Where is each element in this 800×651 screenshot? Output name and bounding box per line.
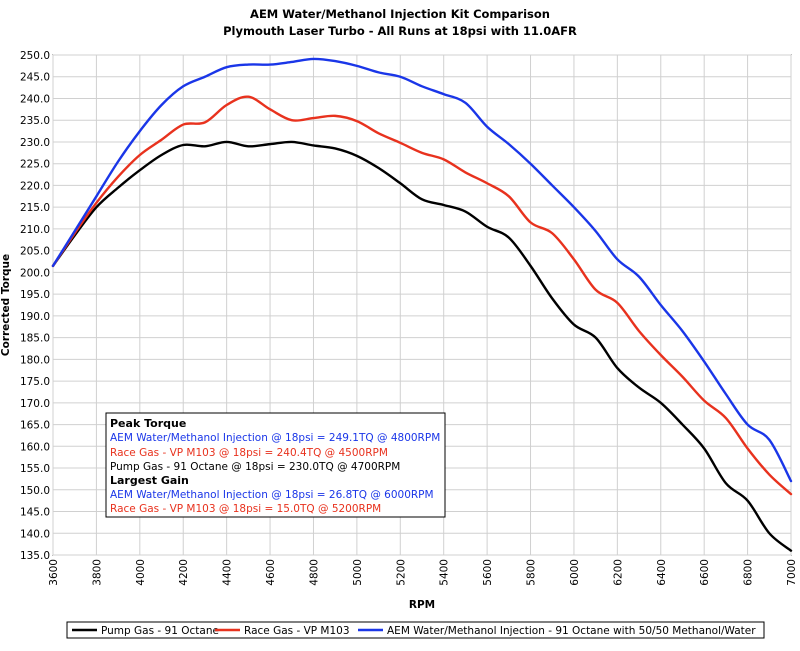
- grid-lines: [52, 54, 792, 556]
- gain-line-race: Race Gas - VP M103 @ 18psi = 15.0TQ @ 52…: [110, 503, 381, 515]
- y-tick-label: 230.0: [20, 137, 50, 149]
- legend-label-aem: AEM Water/Methanol Injection - 91 Octane…: [387, 625, 756, 637]
- peak-line-race: Race Gas - VP M103 @ 18psi = 240.4TQ @ 4…: [110, 447, 388, 459]
- x-tick-label: 4600: [265, 559, 277, 586]
- y-tick-label: 155.0: [20, 463, 50, 475]
- series-lines: [51, 57, 793, 552]
- peak-heading: Peak Torque: [110, 417, 186, 430]
- y-tick-label: 150.0: [20, 485, 50, 497]
- x-tick-label: 3800: [91, 559, 103, 586]
- x-tick-label: 4400: [222, 559, 234, 586]
- y-tick-label: 240.0: [20, 93, 50, 105]
- y-tick-label: 165.0: [20, 420, 50, 432]
- y-tick-label: 220.0: [20, 180, 50, 192]
- x-tick-label: 4800: [308, 559, 320, 586]
- y-tick-label: 195.0: [20, 289, 50, 301]
- x-tick-label: 6600: [699, 559, 711, 586]
- x-tick-label: 6400: [656, 559, 668, 586]
- y-tick-label: 135.0: [20, 550, 50, 562]
- x-tick-label: 5800: [526, 559, 538, 586]
- legend: Pump Gas - 91 Octane Race Gas - VP M103 …: [66, 621, 765, 639]
- legend-label-race: Race Gas - VP M103: [244, 625, 350, 637]
- y-tick-label: 185.0: [20, 333, 50, 345]
- x-tick-label: 5000: [352, 559, 364, 586]
- y-tick-label: 225.0: [20, 159, 50, 171]
- y-tick-label: 175.0: [20, 376, 50, 388]
- x-tick-label: 6800: [743, 559, 755, 586]
- series-line-race: [51, 95, 793, 496]
- y-axis-ticks: 135.0 140.0 145.0 150.0 155.0 160.0 165.0 170.0…: [20, 50, 50, 562]
- x-tick-label: 7000: [786, 559, 798, 586]
- y-tick-label: 250.0: [20, 50, 50, 62]
- x-tick-label: 4200: [178, 559, 190, 586]
- legend-label-pump: Pump Gas - 91 Octane: [101, 625, 219, 637]
- y-tick-label: 210.0: [20, 224, 50, 236]
- x-tick-label: 6200: [612, 559, 624, 586]
- y-tick-label: 140.0: [20, 528, 50, 540]
- y-tick-label: 215.0: [20, 202, 50, 214]
- peak-line-pump: Pump Gas - 91 Octane @ 18psi = 230.0TQ @…: [110, 461, 400, 473]
- chart-subtitle: Plymouth Laser Turbo - All Runs at 18psi…: [223, 24, 577, 38]
- x-tick-label: 5600: [482, 559, 494, 586]
- x-tick-label: 4000: [135, 559, 147, 586]
- annotation-box: Peak Torque AEM Water/Methanol Injection…: [105, 412, 446, 518]
- x-tick-label: 5200: [395, 559, 407, 586]
- gain-heading: Largest Gain: [110, 474, 189, 487]
- chart-title: AEM Water/Methanol Injection Kit Compari…: [250, 7, 550, 21]
- peak-line-aem: AEM Water/Methanol Injection @ 18psi = 2…: [110, 432, 440, 444]
- y-tick-label: 245.0: [20, 72, 50, 84]
- x-tick-label: 5400: [439, 559, 451, 586]
- y-tick-label: 145.0: [20, 507, 50, 519]
- y-tick-label: 180.0: [20, 354, 50, 366]
- x-tick-label: 3600: [48, 559, 60, 586]
- gain-line-aem: AEM Water/Methanol Injection @ 18psi = 2…: [110, 489, 434, 501]
- x-axis-ticks: 3600 3800 4000 4200 4400 4600 4800 5000 5200 5400…: [48, 559, 798, 586]
- y-tick-label: 190.0: [20, 311, 50, 323]
- series-line-pump: [51, 140, 793, 552]
- y-tick-label: 235.0: [20, 115, 50, 127]
- y-tick-label: 160.0: [20, 441, 50, 453]
- y-tick-label: 205.0: [20, 246, 50, 258]
- y-axis-label: Corrected Torque: [0, 254, 12, 356]
- y-tick-label: 200.0: [20, 267, 50, 279]
- x-tick-label: 6000: [569, 559, 581, 586]
- series-line-aem: [51, 57, 793, 483]
- x-axis-label: RPM: [409, 599, 435, 611]
- y-tick-label: 170.0: [20, 398, 50, 410]
